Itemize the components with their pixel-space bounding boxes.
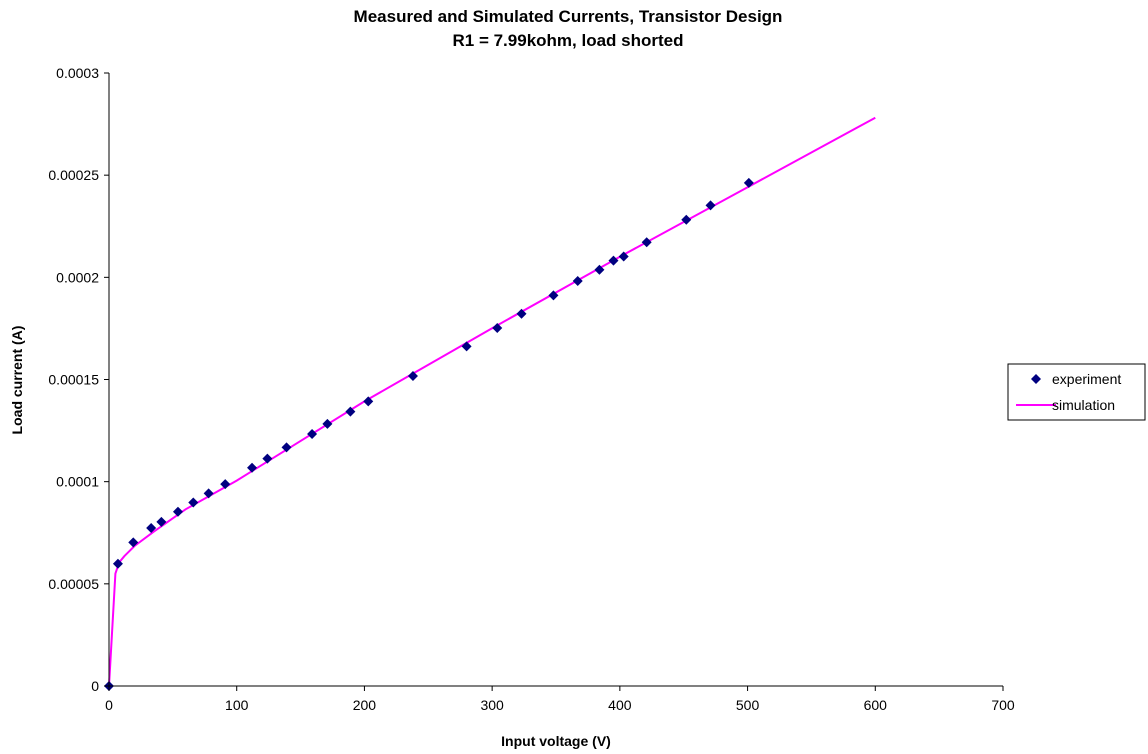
experiment-point [407,371,418,382]
experiment-point [516,308,527,319]
x-tick-label: 500 [736,697,760,713]
experiment-point [548,290,559,301]
legend-label-simulation: simulation [1052,397,1115,413]
experiment-point [618,251,629,262]
axes: 0 0.00005 0.0001 0.00015 0.0002 0.00025 0.0003… [48,65,1015,713]
experiment-point [203,488,214,499]
experiment-point [594,264,605,275]
experiment-point [743,177,754,188]
chart-title: Measured and Simulated Currents, Transis… [354,7,783,26]
experiment-point [345,406,356,417]
experiment-point [363,396,374,407]
legend-box [1007,363,1146,421]
y-tick-label: 0.00025 [48,167,99,183]
experiment-point [322,418,333,429]
experiment-point [641,237,652,248]
experiment-point [608,255,619,266]
y-tick-label: 0.00015 [48,372,99,388]
experiment-point [262,453,273,464]
y-tick-label: 0 [91,678,99,694]
chart-subtitle: R1 = 7.99kohm, load shorted [453,31,684,50]
y-tick-label: 0.0003 [56,65,99,81]
legend-experiment-marker [1031,374,1041,384]
experiment-point [188,497,199,508]
y-axis-title: Load current (A) [9,326,25,435]
experiment-point [307,429,318,440]
experiment-point [492,323,503,334]
y-tick-label: 0.0002 [56,269,99,285]
experiment-point [112,558,123,569]
experiment-point [281,442,292,453]
experiment-point [461,341,472,352]
x-tick-label: 300 [480,697,504,713]
legend-label-experiment: experiment [1052,371,1121,387]
experiment-point [681,214,692,225]
y-tick-label: 0.0001 [56,474,99,490]
x-axis-title: Input voltage (V) [501,733,611,749]
experiment-point [705,200,716,211]
experiment-point [220,479,231,490]
simulation-series-line [108,116,876,687]
experiment-point [172,506,183,517]
x-tick-label: 700 [991,697,1015,713]
x-tick-label: 200 [353,697,377,713]
x-tick-label: 0 [105,697,113,713]
experiment-point [146,523,157,534]
x-tick-label: 100 [225,697,249,713]
experiment-point [128,537,139,548]
experiment-point [156,516,167,527]
y-tick-label: 0.00005 [48,576,99,592]
legend: experiment simulation [1007,363,1146,421]
experiment-point [572,276,583,287]
plot-area [104,116,876,691]
experiment-point [247,462,258,473]
x-tick-label: 400 [608,697,632,713]
x-tick-label: 600 [864,697,888,713]
